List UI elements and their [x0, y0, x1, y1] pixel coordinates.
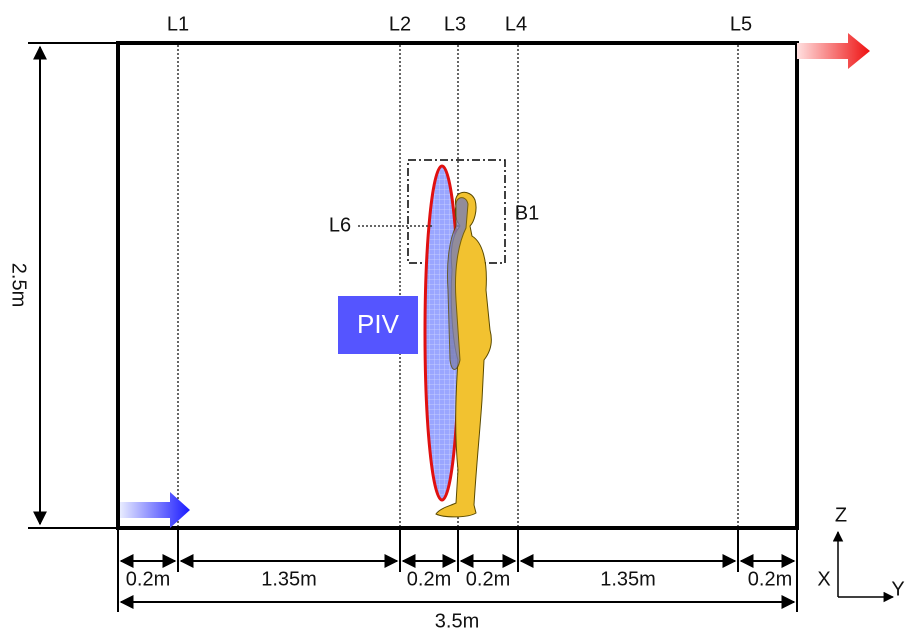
box-label: B1	[515, 202, 539, 224]
segment-label: 1.35m	[261, 568, 317, 590]
axis-label: Y	[891, 578, 904, 600]
segment-label: 0.2m	[126, 568, 170, 590]
height-label: 2.5m	[8, 263, 30, 307]
height-dimension	[28, 42, 118, 529]
piv-label: PIV	[357, 309, 400, 339]
line-label: L2	[389, 13, 411, 35]
axis-label: Z	[835, 504, 847, 526]
segment-label: 0.2m	[466, 568, 510, 590]
outlet-arrow	[797, 33, 870, 69]
b1-box	[407, 159, 506, 264]
probe-label: L6	[329, 214, 351, 236]
segment-label: 1.35m	[600, 568, 656, 590]
segment-label: 0.2m	[407, 568, 451, 590]
line-label: L5	[730, 13, 752, 35]
line-label: L4	[505, 13, 527, 35]
line-label: L1	[167, 13, 189, 35]
line-label: L3	[444, 13, 466, 35]
axes-indicator	[832, 530, 895, 603]
width-dimensions	[117, 528, 798, 612]
segment-label: 0.2m	[748, 568, 792, 590]
width-label: 3.5m	[435, 610, 479, 632]
axis-label: X	[817, 568, 830, 590]
inlet-arrow	[120, 492, 190, 528]
piv-badge	[338, 296, 418, 354]
human-figure	[435, 191, 492, 518]
